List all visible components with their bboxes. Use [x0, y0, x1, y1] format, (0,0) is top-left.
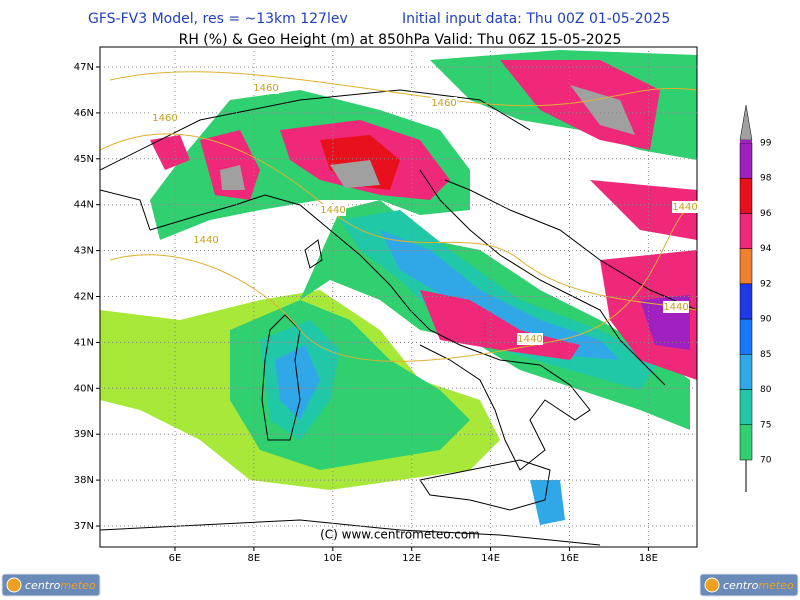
lon-label: 18E — [639, 553, 658, 564]
contour-label: 1440 — [517, 334, 542, 345]
lon-label: 8E — [248, 553, 261, 564]
contour-label: 1440 — [672, 202, 697, 213]
contour-label-bg — [253, 82, 279, 94]
contour-label-bg — [431, 97, 457, 109]
logo-text: centrometeo — [25, 579, 96, 592]
lon-label: 14E — [481, 553, 500, 564]
colorbar-swatch — [739, 248, 753, 285]
map-area — [100, 47, 697, 547]
contour-label-bg — [672, 201, 698, 213]
lat-label: 45N — [74, 154, 94, 165]
contour-label-bg — [517, 333, 543, 345]
logo-text: centrometeo — [723, 579, 794, 592]
contour-label: 1440 — [320, 205, 345, 216]
colorbar-swatch — [739, 424, 753, 461]
lat-label: 46N — [74, 108, 94, 119]
lat-label: 47N — [74, 62, 94, 73]
lat-label: 37N — [74, 521, 94, 532]
colorbar-swatch — [739, 213, 753, 249]
logo-icon — [704, 577, 720, 593]
logo-text-part: meteo — [60, 579, 96, 592]
colorbar-label: 99 — [760, 139, 772, 149]
colorbar-label: 98 — [760, 174, 772, 184]
contour-label: 1440 — [663, 302, 688, 313]
lat-label: 40N — [74, 383, 94, 394]
contour-label-bg — [320, 204, 346, 216]
lon-label: 16E — [560, 553, 579, 564]
logo-text-part: meteo — [758, 579, 794, 592]
colorbar-label: 75 — [760, 420, 771, 430]
contour-label-bg — [663, 301, 689, 313]
colorbar-label: 90 — [760, 315, 772, 325]
contour-label: 1460 — [253, 83, 278, 94]
logo-box — [699, 573, 799, 597]
logo-text-part: centro — [723, 579, 759, 592]
contour-label-bg — [193, 234, 219, 246]
colorbar-top-arrow — [739, 104, 753, 141]
logo-text-part: centro — [25, 579, 61, 592]
lat-label: 44N — [74, 200, 94, 211]
lat-label: 41N — [74, 337, 94, 348]
lat-label: 39N — [74, 429, 94, 440]
colorbar-label: 70 — [760, 456, 772, 466]
logo-box — [1, 573, 101, 597]
colorbar-label: 96 — [760, 209, 772, 219]
lon-label: 10E — [323, 553, 342, 564]
contour-label: 1460 — [152, 113, 177, 124]
contour-label-bg — [152, 112, 178, 124]
lat-label: 38N — [74, 475, 94, 486]
contour-label: 1460 — [431, 98, 456, 109]
init-title: Initial input data: Thu 00Z 01-05-2025 — [402, 11, 670, 27]
colorbar-label: 92 — [760, 279, 771, 289]
colorbar-swatch — [739, 177, 753, 214]
colorbar-swatch — [739, 318, 753, 355]
lon-label: 6E — [169, 553, 182, 564]
subtitle: RH (%) & Geo Height (m) at 850hPa Valid:… — [179, 32, 622, 48]
colorbar-swatch — [739, 283, 753, 320]
lat-label: 42N — [74, 292, 94, 303]
colorbar-swatch — [739, 142, 753, 179]
colorbar-swatch — [739, 389, 753, 426]
colorbar-label: 85 — [760, 350, 771, 360]
lon-label: 12E — [402, 553, 421, 564]
logo-icon — [6, 577, 22, 593]
model-title: GFS-FV3 Model, res = ~13km 127lev — [88, 11, 348, 27]
colorbar-label: 94 — [760, 244, 772, 254]
colorbar-label: 80 — [760, 385, 772, 395]
colorbar-swatch — [739, 354, 753, 390]
colorbar-swatch-lowest — [740, 140, 752, 143]
copyright: (C) www.centrometeo.com — [320, 528, 480, 542]
lat-label: 43N — [74, 246, 94, 257]
contour-label: 1440 — [193, 235, 218, 246]
